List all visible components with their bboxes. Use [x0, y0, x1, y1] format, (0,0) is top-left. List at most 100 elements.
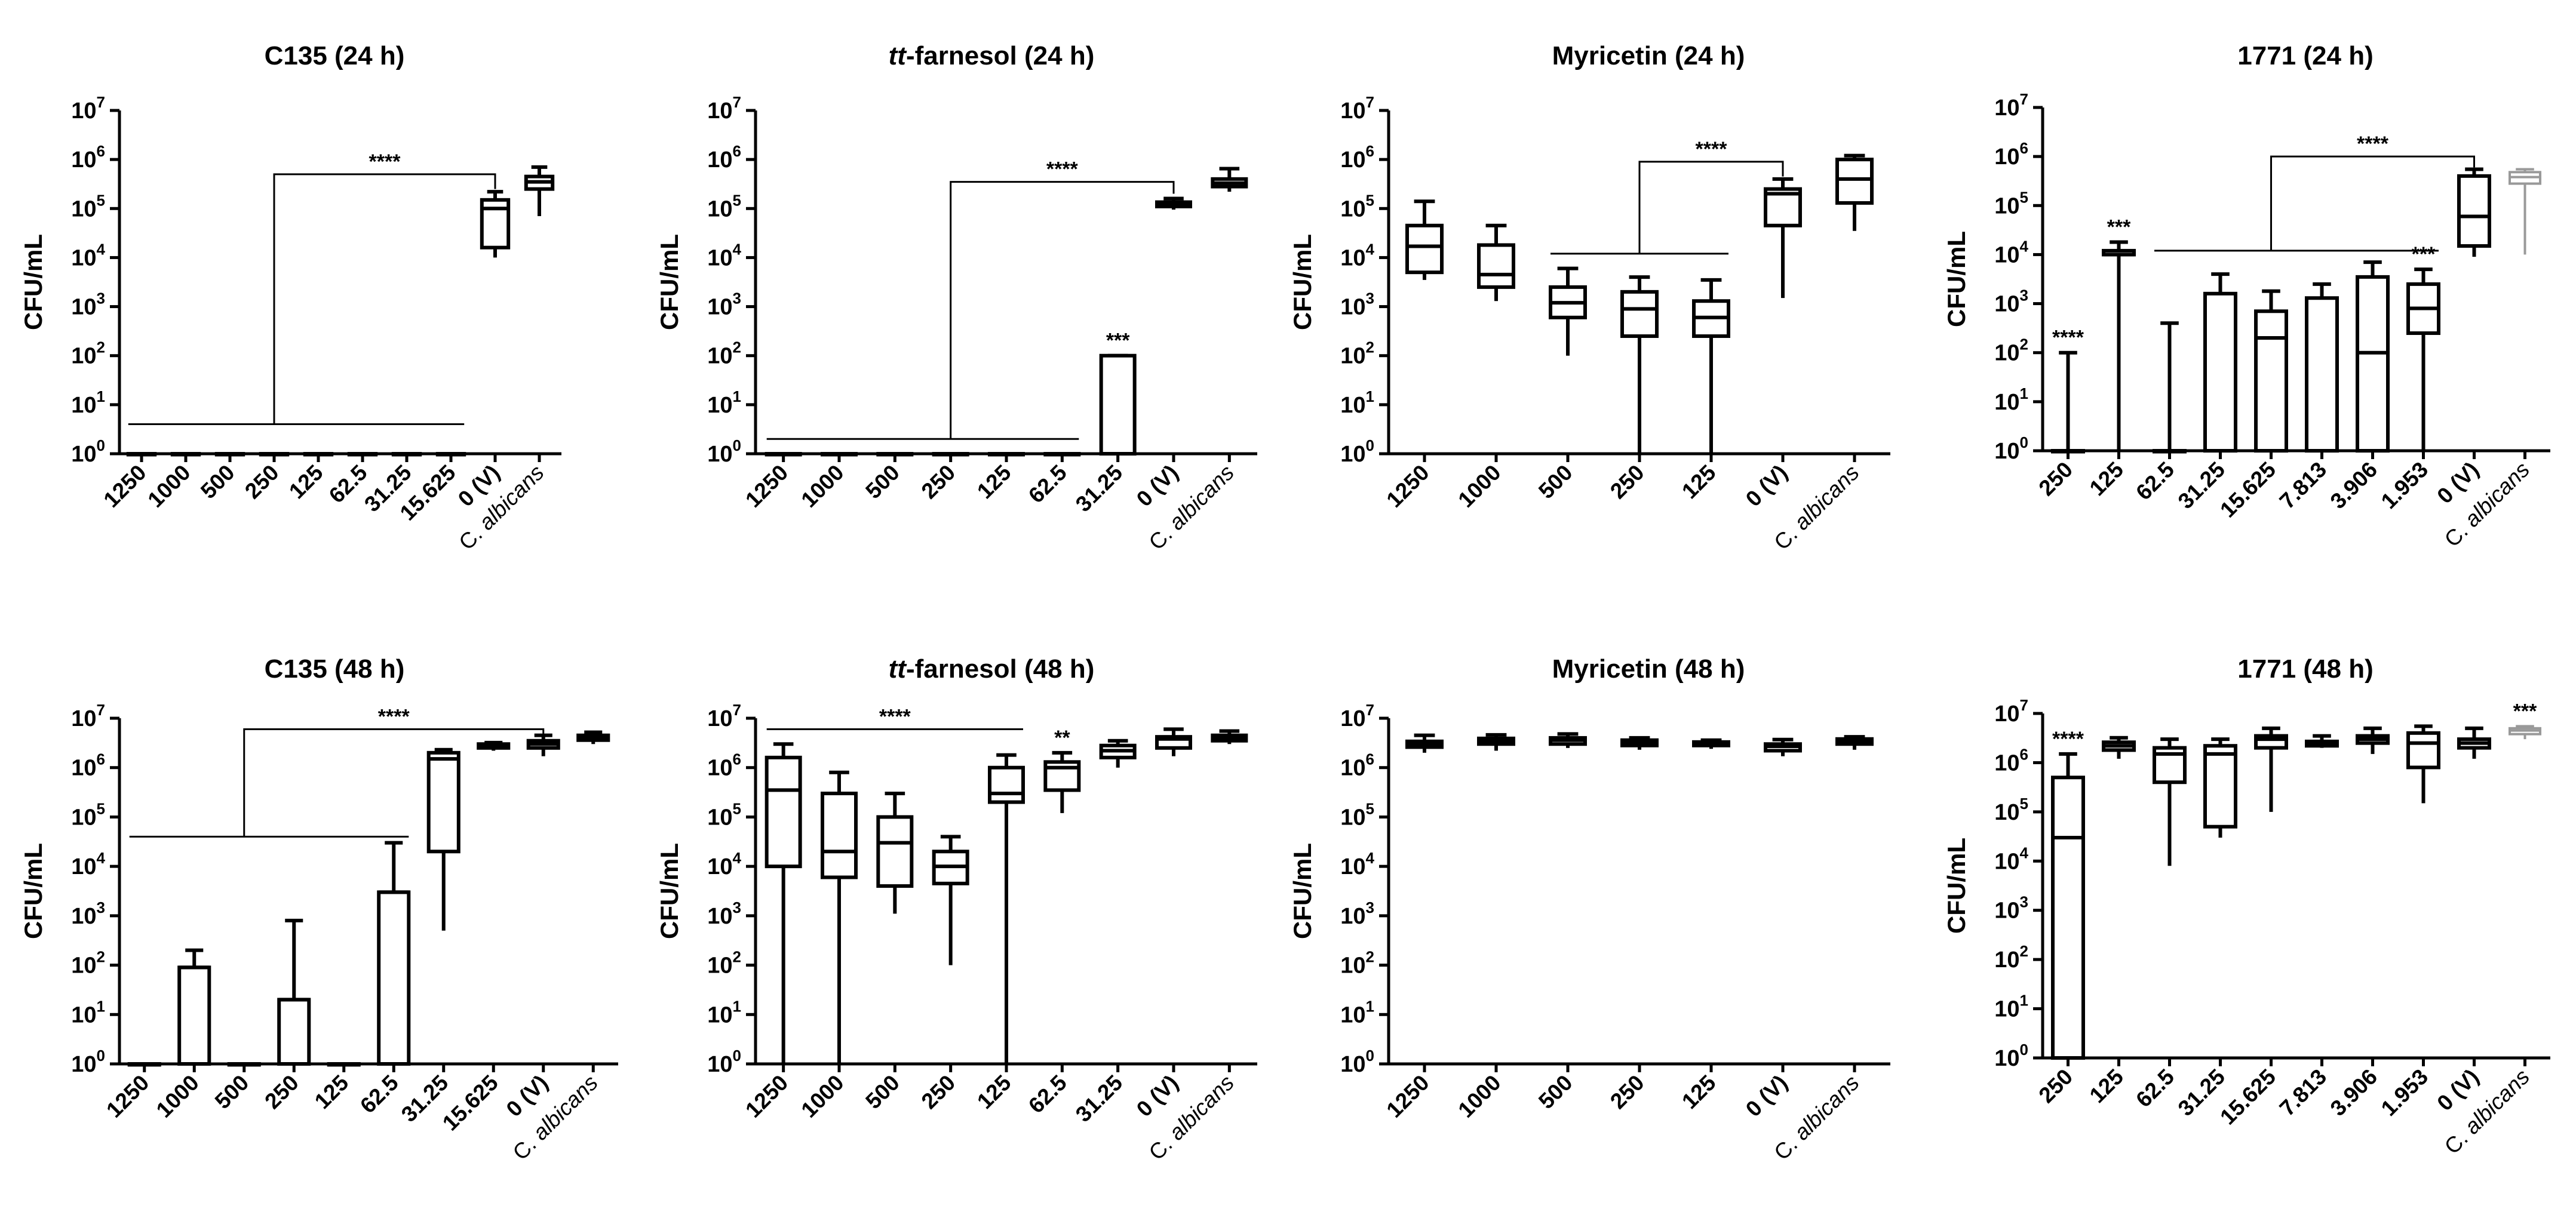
y-tick-label: 104	[707, 240, 741, 270]
box-plot	[2509, 168, 2541, 255]
box-plot	[435, 452, 466, 457]
y-tick-label: 106	[1994, 139, 2028, 170]
box-plot	[576, 730, 610, 744]
y-tick-label: 105	[1340, 799, 1374, 830]
y-tick-label: 100	[707, 436, 741, 467]
box	[2406, 731, 2440, 770]
box-plot	[347, 452, 378, 457]
x-tick-label: 62.5	[1024, 460, 1071, 508]
y-tick-label: 100	[71, 1047, 105, 1077]
box-plot	[303, 452, 334, 457]
x-tick-label: 15.625	[2215, 1065, 2280, 1130]
box	[1099, 353, 1137, 456]
box-plot	[1405, 733, 1444, 753]
x-tick-label: 7.813	[2275, 457, 2331, 513]
x-tick-label: 1000	[1453, 1070, 1505, 1122]
box-plot	[2457, 167, 2491, 257]
chart-title: 1771 (24 h)	[2237, 41, 2373, 70]
y-tick-label: 103	[707, 899, 741, 929]
box	[821, 791, 858, 879]
box-plot	[1405, 199, 1444, 280]
x-tick-label: 500	[861, 1070, 904, 1114]
comparison-bracket	[2270, 155, 2475, 251]
y-tick-label: 105	[1340, 191, 1374, 221]
box-plot	[2406, 724, 2440, 804]
x-tick-label: 500	[861, 460, 904, 504]
significance-label: ***	[1106, 330, 1130, 352]
box-plot	[764, 452, 802, 457]
box-plot	[1835, 153, 1874, 231]
box-plot: ***	[2102, 216, 2136, 451]
y-tick-label: 106	[1340, 750, 1374, 781]
x-tick-label: 125	[1677, 1070, 1721, 1114]
box-plot	[177, 948, 211, 1066]
box-plot	[821, 770, 858, 1064]
significance-label: ***	[2412, 243, 2436, 266]
significance-label: ****	[2052, 728, 2084, 750]
chart-title: Myricetin (48 h)	[1552, 654, 1745, 684]
box-plot	[477, 740, 511, 751]
box-plot	[1155, 727, 1192, 756]
box	[1835, 158, 1874, 205]
x-tick-label: 0 (V)	[1132, 460, 1183, 512]
chart-title: 1771 (48 h)	[2237, 654, 2373, 684]
y-tick-label: 107	[1340, 701, 1374, 731]
box	[764, 755, 802, 869]
box-plot: ***	[2509, 700, 2541, 740]
chart-panel-3: Myricetin (24 h) CFU/mL 100 101 102 103 104 105…	[1288, 41, 1890, 555]
box-plot	[259, 452, 290, 457]
y-tick-label: 104	[1994, 844, 2028, 874]
y-tick-label: 100	[1994, 433, 2028, 464]
box-plot: **	[1043, 727, 1081, 813]
x-tick-label: 31.25	[1071, 460, 1127, 516]
box-plot	[932, 835, 969, 965]
comparison-bracket	[273, 173, 496, 424]
y-tick-label: 103	[707, 290, 741, 320]
y-tick-label: 100	[71, 436, 105, 467]
x-tick-label: 3.906	[2326, 457, 2382, 513]
box	[2356, 275, 2390, 453]
x-tick-label: 0 (V)	[1741, 1070, 1792, 1122]
box	[2203, 291, 2237, 453]
chart-title: C135 (24 h)	[265, 41, 405, 70]
box-plot	[1835, 735, 1874, 750]
x-tick-label: 1250	[102, 1070, 153, 1122]
box-plot	[1043, 452, 1081, 457]
chart-panel-7: Myricetin (48 h) CFU/mL 100 101 102 103 104 105…	[1288, 654, 1890, 1165]
y-tick-label: 102	[71, 339, 105, 369]
box	[177, 965, 211, 1066]
x-tick-label: 0 (V)	[1741, 460, 1792, 512]
chart-panel-5: C135 (48 h) CFU/mL 100 101 102 103 104 105 106 10…	[19, 654, 618, 1165]
y-tick-label: 105	[71, 799, 105, 830]
box-plot	[126, 452, 157, 457]
y-tick-label: 103	[71, 290, 105, 320]
y-tick-label: 106	[71, 750, 105, 781]
y-tick-label: 101	[707, 997, 741, 1027]
box-plot	[1211, 167, 1248, 192]
x-tick-label: 1250	[1381, 460, 1433, 512]
y-tick-label: 101	[1994, 384, 2028, 415]
significance-label: ****	[369, 150, 401, 173]
box-plot	[277, 918, 311, 1066]
y-tick-label: 105	[707, 191, 741, 221]
box-plot	[988, 753, 1025, 1064]
x-tick-label: 250	[1605, 1070, 1649, 1114]
chart-panel-2: tt-farnesol (24 h) CFU/mL 100 101 102 103 104 1…	[655, 41, 1257, 555]
box-plot	[1549, 266, 1587, 356]
box-plot	[426, 747, 460, 931]
y-tick-label: 107	[1340, 93, 1374, 124]
box-plot: ***	[1099, 330, 1137, 456]
box-plot	[2153, 321, 2187, 454]
y-axis-label: CFU/mL	[655, 234, 683, 330]
significance-label: ***	[2107, 216, 2131, 238]
y-tick-label: 107	[71, 701, 105, 731]
chart-title: tt-farnesol (24 h)	[889, 41, 1095, 70]
y-axis-label: CFU/mL	[655, 843, 683, 939]
comparison-bracket	[243, 728, 545, 837]
x-tick-label: 1000	[143, 460, 195, 512]
y-axis-label: CFU/mL	[1288, 234, 1316, 330]
box	[1477, 243, 1515, 289]
y-tick-label: 107	[71, 93, 105, 124]
box-plot	[2254, 289, 2288, 453]
chart-title: Myricetin (24 h)	[1552, 41, 1745, 70]
